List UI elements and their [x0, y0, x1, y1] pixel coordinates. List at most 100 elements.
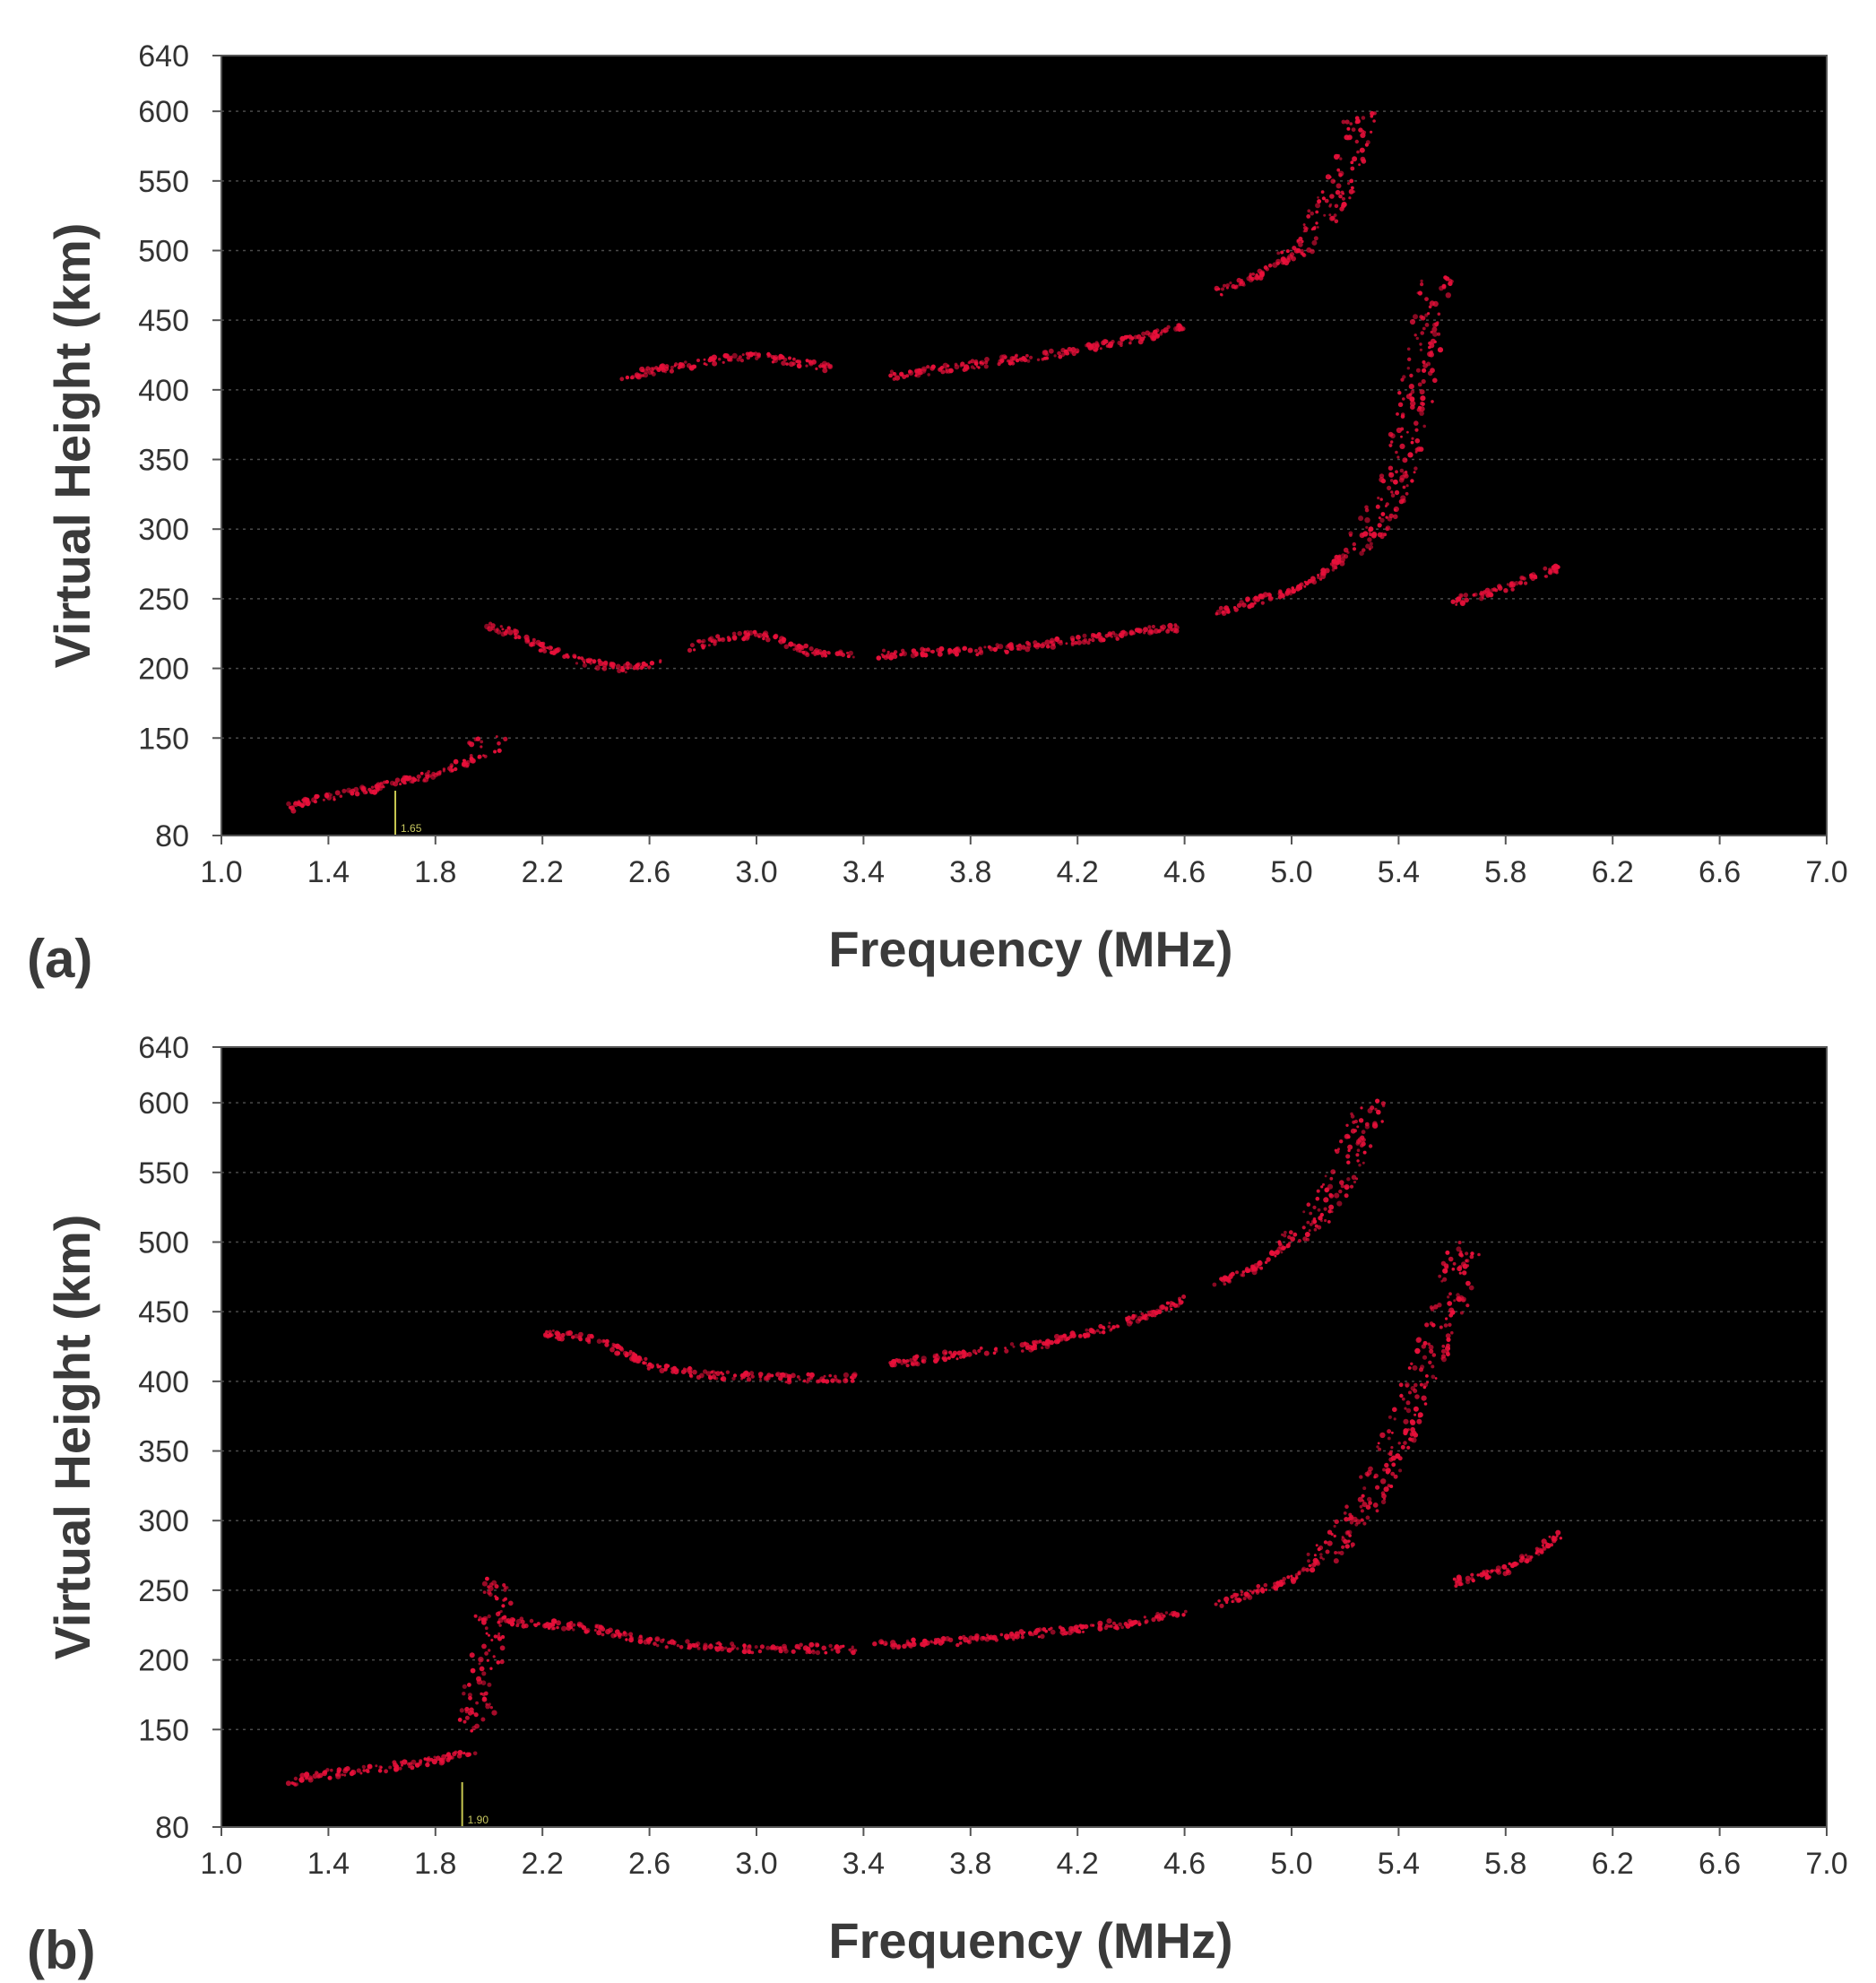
echo-point: [1014, 1635, 1018, 1639]
echo-point: [286, 801, 291, 807]
echo-point: [798, 1378, 801, 1381]
echo-point: [1324, 1218, 1327, 1223]
y-tick-label: 500: [138, 235, 189, 269]
echo-point: [924, 652, 928, 655]
echo-point: [301, 798, 306, 802]
echo-point: [1458, 1295, 1465, 1301]
echo-point: [375, 1764, 378, 1768]
echo-point: [1506, 583, 1509, 586]
echo-point: [1148, 628, 1154, 634]
echo-point: [449, 763, 454, 767]
echo-point: [1375, 1098, 1380, 1104]
echo-point: [1459, 1311, 1464, 1315]
echo-point: [935, 1353, 939, 1356]
echo-point: [1173, 629, 1178, 633]
echo-point: [1164, 1308, 1169, 1312]
echo-point: [1458, 1265, 1463, 1269]
echo-point: [765, 636, 771, 643]
echo-point: [935, 1357, 939, 1362]
echo-point: [482, 1590, 487, 1594]
echo-point: [1219, 1603, 1224, 1608]
echo-point: [1118, 1622, 1122, 1627]
echo-point: [1362, 1521, 1367, 1526]
echo-point: [485, 1576, 489, 1581]
echo-point: [1334, 1192, 1340, 1199]
echo-point: [1358, 127, 1363, 133]
echo-point: [1362, 1499, 1365, 1502]
echo-point: [1075, 1626, 1078, 1630]
echo-point: [1151, 624, 1155, 629]
echo-point: [1520, 1555, 1526, 1560]
echo-point: [687, 647, 693, 654]
echo-point: [629, 1634, 633, 1638]
echo-point: [1050, 1626, 1053, 1630]
echo-point: [1012, 1345, 1016, 1348]
echo-point: [1400, 435, 1403, 438]
echo-point: [1343, 554, 1349, 559]
echo-point: [1323, 213, 1327, 217]
echo-point: [1266, 1257, 1271, 1262]
echo-point: [1377, 1442, 1380, 1445]
echo-point: [1143, 631, 1146, 635]
echo-point: [1399, 468, 1405, 473]
y-tick-label: 150: [138, 1713, 189, 1747]
echo-point: [325, 1768, 330, 1772]
echo-point: [1349, 178, 1354, 184]
echo-point: [1370, 114, 1374, 118]
echo-point: [909, 1358, 913, 1363]
echo-point: [408, 1765, 411, 1769]
echo-point: [1527, 1557, 1533, 1563]
echo-point: [808, 1372, 815, 1378]
echo-point: [595, 1624, 601, 1629]
echo-point: [596, 1338, 602, 1344]
echo-point: [625, 1638, 628, 1641]
echo-point: [1509, 583, 1514, 588]
echo-point: [1297, 584, 1302, 589]
echo-point: [1465, 1280, 1471, 1286]
echo-point: [1312, 226, 1317, 230]
echo-point: [532, 1623, 537, 1626]
echo-point: [656, 1643, 660, 1648]
echo-point: [487, 626, 493, 632]
echo-point: [1395, 470, 1398, 474]
echo-point: [1421, 402, 1425, 407]
echo-point: [630, 376, 634, 380]
echo-point: [1107, 1325, 1111, 1329]
echo-point: [1307, 1559, 1310, 1563]
echo-point: [628, 1632, 634, 1637]
echo-point: [710, 640, 713, 643]
echo-point: [499, 1609, 503, 1614]
echo-point: [1414, 1347, 1421, 1355]
echo-point: [379, 781, 384, 785]
echo-point: [647, 1636, 653, 1642]
echo-point: [1347, 1144, 1353, 1150]
echo-point: [1260, 1587, 1264, 1590]
echo-point: [951, 648, 958, 654]
echo-point: [1358, 1118, 1364, 1123]
echo-point: [632, 1353, 638, 1359]
echo-point: [1311, 239, 1318, 246]
echo-point: [1025, 640, 1030, 645]
echo-point: [1282, 1246, 1285, 1250]
echo-point: [293, 1783, 298, 1787]
echo-point: [676, 1643, 680, 1648]
echo-point: [1443, 1263, 1449, 1269]
echo-point: [1125, 1623, 1131, 1629]
echo-point: [1450, 1330, 1454, 1335]
echo-point: [520, 1619, 525, 1624]
echo-point: [1443, 1323, 1448, 1328]
echo-point: [1324, 567, 1330, 574]
echo-point: [467, 1693, 472, 1698]
echo-point: [1448, 1256, 1454, 1262]
echo-point: [1280, 250, 1284, 255]
echo-point: [1549, 568, 1553, 574]
x-tick-label: 4.6: [1163, 855, 1206, 889]
echo-point: [1447, 1301, 1453, 1306]
echo-point: [1392, 1463, 1396, 1467]
echo-point: [594, 665, 601, 671]
frequency-marker-label: 1.90: [468, 1814, 489, 1826]
echo-point: [1253, 602, 1257, 605]
echo-point: [664, 1645, 669, 1650]
echo-point: [1251, 1590, 1255, 1594]
echo-point: [1358, 515, 1364, 522]
